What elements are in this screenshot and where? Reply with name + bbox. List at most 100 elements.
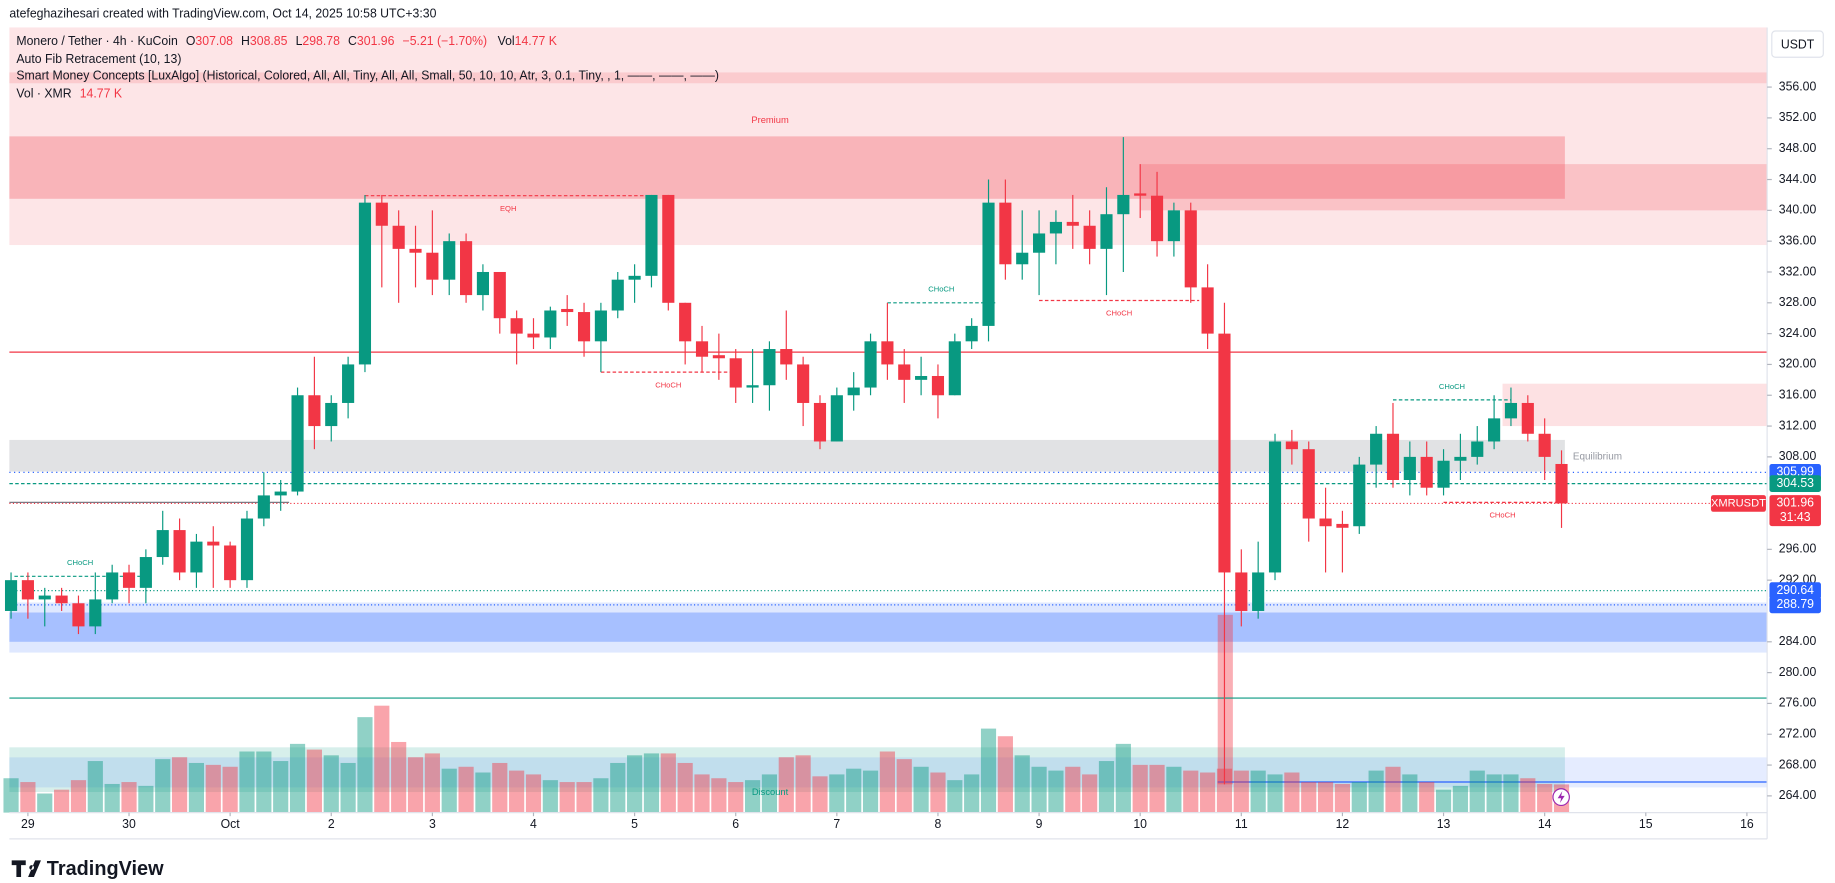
indicator-legend[interactable]: Smart Money Concepts [LuxAlgo] (Historic… bbox=[16, 69, 719, 83]
volume-bar bbox=[407, 757, 424, 813]
volume-bar bbox=[1419, 782, 1435, 813]
volume-legend-value: 14.77 K bbox=[80, 86, 123, 100]
zone bbox=[9, 136, 1565, 199]
candle-body bbox=[679, 302, 692, 342]
volume-bar bbox=[1132, 764, 1148, 813]
ohlc-value: 308.85 bbox=[250, 34, 288, 48]
candle-body bbox=[1386, 433, 1400, 481]
x-tick-label: 13 bbox=[1437, 817, 1451, 831]
volume-bar bbox=[862, 770, 879, 813]
zone bbox=[9, 72, 1768, 84]
candle-body bbox=[864, 341, 877, 388]
structure-label: CHoCH bbox=[928, 285, 954, 294]
y-tick-label: 336.00 bbox=[1779, 233, 1817, 247]
price-tag-label: 305.99 bbox=[1776, 465, 1814, 479]
y-tick-label: 352.00 bbox=[1779, 110, 1817, 124]
x-tick-label: Oct bbox=[221, 817, 241, 831]
candle-body bbox=[797, 364, 810, 403]
zone bbox=[9, 612, 1768, 642]
volume-bar bbox=[155, 759, 171, 813]
symbol-tag bbox=[1710, 495, 1766, 512]
x-tick-label: 14 bbox=[1538, 817, 1552, 831]
x-tick-label: 12 bbox=[1336, 817, 1350, 831]
candle-body bbox=[72, 603, 85, 627]
x-tick-label: 10 bbox=[1133, 817, 1147, 831]
volume-bar bbox=[492, 762, 508, 813]
volume-bar bbox=[1149, 764, 1165, 813]
price-tag-label: 288.79 bbox=[1776, 597, 1814, 611]
currency[interactable]: USDT bbox=[1781, 38, 1815, 52]
volume-bar bbox=[930, 772, 946, 813]
candle-body bbox=[611, 279, 624, 311]
candle-body bbox=[577, 312, 591, 342]
candle-body bbox=[426, 252, 439, 280]
ohlc-key: C bbox=[348, 34, 357, 48]
candle-body bbox=[999, 202, 1012, 265]
volume-bar bbox=[795, 755, 811, 813]
currency-button[interactable] bbox=[1771, 30, 1824, 58]
volume-bar bbox=[1014, 755, 1030, 813]
candle-body bbox=[1201, 287, 1214, 334]
candle-body bbox=[1066, 221, 1079, 226]
structure-label: CHoCH bbox=[655, 380, 681, 389]
y-tick-label: 324.00 bbox=[1779, 326, 1817, 340]
countdown: 31:43 bbox=[1780, 510, 1811, 524]
volume-bar bbox=[542, 780, 558, 813]
volume-bar bbox=[424, 753, 440, 813]
ohlc-value: 307.08 bbox=[195, 34, 233, 48]
candle-body bbox=[1538, 433, 1551, 457]
candle-body bbox=[1302, 449, 1315, 519]
volume-bar bbox=[188, 762, 205, 813]
discount-label: Discount bbox=[752, 787, 789, 798]
candle-body bbox=[729, 358, 742, 388]
candle-body bbox=[207, 541, 220, 546]
y-tick-label: 348.00 bbox=[1779, 141, 1817, 155]
brand: TradingView bbox=[47, 858, 164, 880]
candle-body bbox=[1420, 456, 1433, 488]
structure-label: CHoCH bbox=[1106, 309, 1132, 318]
candle-body bbox=[628, 275, 641, 280]
y-tick-label: 332.00 bbox=[1779, 264, 1817, 278]
volume-bar bbox=[1216, 768, 1233, 813]
candle-body bbox=[156, 530, 169, 558]
volume-bar bbox=[357, 717, 373, 813]
change: −5.21 (−1.70%) bbox=[403, 34, 488, 48]
volume-bar bbox=[256, 751, 272, 813]
volume-bar bbox=[1115, 743, 1131, 813]
candle-body bbox=[173, 530, 186, 573]
volume-bar bbox=[896, 759, 912, 813]
volume-legend[interactable]: Vol · XMR 14.77 K bbox=[16, 86, 122, 100]
volume-bar bbox=[54, 789, 70, 813]
volume-bar bbox=[846, 768, 862, 813]
x-tick-label: 9 bbox=[1036, 817, 1043, 831]
volume-bar bbox=[677, 762, 693, 813]
x-tick-label: 4 bbox=[530, 817, 537, 831]
volume-bar bbox=[391, 741, 407, 813]
y-tick-label: 308.00 bbox=[1779, 449, 1817, 463]
volume-bar bbox=[525, 774, 542, 813]
candle-body bbox=[139, 557, 152, 588]
volume-bar bbox=[87, 761, 103, 813]
candle-body bbox=[55, 595, 68, 604]
volume-bar bbox=[1486, 774, 1502, 813]
x-tick-label: 8 bbox=[935, 817, 942, 831]
x-tick-label: 7 bbox=[833, 817, 840, 831]
y-tick-label: 316.00 bbox=[1779, 387, 1817, 401]
candle-body bbox=[89, 599, 102, 627]
candle-body bbox=[662, 194, 675, 303]
x-tick-label: 2 bbox=[328, 817, 335, 831]
y-tick-label: 272.00 bbox=[1779, 726, 1817, 740]
volume-bar bbox=[340, 762, 356, 813]
candle-body bbox=[342, 364, 355, 403]
volume-bar bbox=[728, 782, 744, 813]
volume-bar bbox=[1503, 774, 1519, 813]
indicator-legend[interactable]: Auto Fib Retracement (10, 13) bbox=[16, 52, 181, 66]
structure-label: EQH bbox=[500, 204, 516, 213]
candle-body bbox=[1033, 233, 1046, 253]
candle-body bbox=[746, 385, 759, 388]
candle-body bbox=[1488, 418, 1501, 442]
volume-bar bbox=[744, 780, 761, 813]
candle-body bbox=[358, 202, 372, 365]
candle-body bbox=[1403, 456, 1416, 481]
structure-label: CHoCH bbox=[67, 558, 93, 567]
